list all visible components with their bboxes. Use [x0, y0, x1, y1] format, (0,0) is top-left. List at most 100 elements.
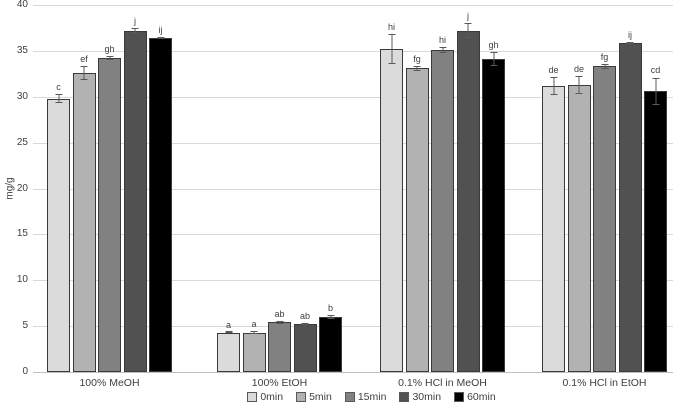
bar-slot: de [567, 0, 591, 372]
bar-slot: gh [98, 0, 121, 372]
error-bar [575, 75, 583, 94]
y-tick-label: 5 [22, 320, 28, 332]
bar-group: a a ab ab b [217, 0, 342, 372]
legend-label: 15min [357, 391, 387, 403]
bar [380, 49, 403, 372]
legend-item: 30min [399, 391, 441, 403]
error-bar-line [467, 24, 469, 38]
error-bar-line [109, 57, 110, 60]
error-bar [601, 63, 608, 70]
bar-slot: j [456, 0, 480, 372]
gridline [33, 188, 673, 190]
error-bar-line [442, 48, 443, 52]
bar-group: de de fg ij cd [542, 0, 667, 372]
bar [456, 30, 480, 372]
legend-swatch [454, 392, 465, 402]
y-tick-label: 40 [16, 0, 28, 10]
significance-letter: hi [387, 22, 396, 33]
bar-slot: ef [72, 0, 96, 372]
legend-label: 0min [260, 391, 284, 403]
legend-label: 60min [467, 391, 496, 403]
bar-slot: fg [593, 0, 616, 372]
significance-letter: b [327, 303, 334, 314]
bar-slot: ab [268, 0, 291, 372]
error-bar [413, 65, 421, 72]
error-bar-line [279, 322, 280, 323]
bar-slot: gh [482, 0, 505, 372]
y-tick-label: 10 [16, 274, 28, 286]
bar-slot: ab [293, 0, 317, 372]
bar [268, 322, 291, 372]
error-bar-line [493, 52, 494, 66]
gridline [33, 326, 673, 328]
significance-letter: ef [80, 53, 88, 64]
y-tick-label: 25 [16, 136, 28, 148]
x-category-label: 100% EtOH [251, 377, 308, 389]
gridline [33, 96, 673, 98]
legend-item: 60min [454, 391, 496, 403]
bar [98, 58, 121, 372]
error-bar-line [553, 77, 554, 94]
significance-letter: ab [274, 309, 285, 320]
significance-letter: de [573, 63, 585, 74]
bar-slot: cd [644, 0, 667, 372]
x-category-label: 0.1% HCl in MeOH [398, 377, 487, 389]
bar [242, 332, 266, 372]
error-bar [276, 321, 283, 324]
bar-slot: b [319, 0, 342, 372]
significance-letter: ij [158, 24, 163, 35]
significance-letter: fg [413, 53, 421, 64]
x-category-label: 100% MeOH [79, 377, 140, 389]
bar [123, 30, 147, 372]
error-bar-line [58, 95, 59, 103]
legend-label: 5min [309, 391, 332, 403]
bar-slot: de [542, 0, 565, 372]
bar [217, 332, 240, 372]
error-bar-line [655, 78, 656, 105]
significance-letter: gh [488, 39, 499, 50]
error-bar [490, 51, 497, 67]
bar-slot: j [123, 0, 147, 372]
bar [567, 84, 591, 372]
gridline [33, 234, 673, 236]
legend: 0min 5min 15min 30min 60min [0, 391, 685, 403]
bar [431, 49, 454, 372]
error-bar [250, 330, 258, 335]
bar-slot: a [217, 0, 240, 372]
bar-slot: hi [380, 0, 403, 372]
bar [618, 42, 642, 372]
y-tick-label: 35 [16, 44, 28, 56]
legend-swatch [247, 392, 258, 402]
significance-letter: j [467, 11, 469, 22]
bar-slot: a [242, 0, 266, 372]
error-bar [388, 34, 395, 64]
significance-letter: a [251, 318, 257, 329]
error-bar-line [160, 37, 161, 39]
y-tick-label: 30 [16, 90, 28, 102]
significance-letter: ab [299, 311, 311, 322]
error-bar-line [416, 66, 418, 71]
error-bar [80, 65, 88, 81]
legend-item: 5min [296, 391, 332, 403]
bar [72, 72, 96, 372]
legend-item: 15min [344, 391, 387, 403]
error-bar-line [578, 76, 580, 93]
significance-letter: c [56, 82, 61, 92]
bar-slot: hi [431, 0, 454, 372]
error-bar-line [83, 66, 85, 80]
significance-letter: j [134, 16, 136, 27]
bar [149, 38, 172, 372]
error-bar [55, 94, 62, 104]
bar [593, 66, 616, 372]
x-category-label: 0.1% HCl in EtOH [562, 377, 647, 389]
error-bar [550, 76, 557, 95]
significance-letter: ij [628, 29, 632, 40]
bar [47, 98, 70, 372]
error-bar [652, 77, 659, 106]
error-bar [131, 28, 139, 33]
error-bar [301, 323, 309, 326]
error-bar [439, 47, 446, 53]
significance-letter: fg [600, 51, 609, 62]
significance-letter: de [548, 64, 559, 75]
gridline [33, 50, 673, 52]
